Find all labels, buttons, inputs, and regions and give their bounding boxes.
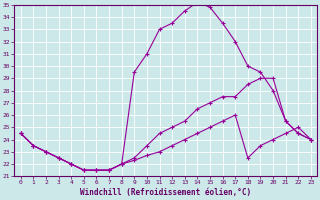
X-axis label: Windchill (Refroidissement éolien,°C): Windchill (Refroidissement éolien,°C): [80, 188, 252, 197]
